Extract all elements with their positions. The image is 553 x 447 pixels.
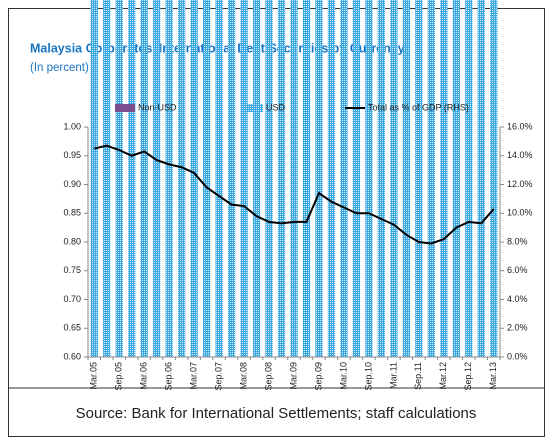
bar: [202, 0, 211, 357]
x-tick-label: Mar.11: [388, 362, 398, 389]
bar: [103, 0, 111, 357]
y2-tick-label: 6.0%: [507, 265, 528, 275]
bar: [128, 0, 136, 357]
y2-tick-label: 8.0%: [507, 236, 528, 246]
bar: [390, 0, 398, 357]
x-tick-label: Mar.12: [438, 362, 448, 390]
x-tick-label: Sep.08: [263, 362, 273, 391]
x-tick-label: Mar.06: [139, 362, 149, 390]
bar: [190, 0, 198, 357]
bar: [240, 0, 248, 357]
bar: [215, 0, 223, 357]
legend-label: Non-USD: [138, 102, 177, 112]
legend-label: USD: [266, 102, 286, 112]
source-note: Source: Bank for International Settlemen…: [76, 405, 477, 422]
x-tick-label: Mar.05: [89, 362, 99, 390]
bar: [227, 0, 236, 357]
bar: [277, 0, 286, 357]
bar: [477, 0, 485, 357]
bar: [490, 0, 498, 357]
bar: [427, 0, 435, 357]
y2-tick-label: 10.0%: [507, 208, 533, 218]
bar: [290, 0, 298, 357]
y2-tick-label: 4.0%: [507, 294, 528, 304]
bar: [377, 0, 386, 357]
x-tick-label: Mar.09: [288, 362, 298, 390]
x-tick-label: Sep.09: [313, 362, 323, 391]
legend-swatch: [115, 104, 135, 112]
bar: [302, 0, 311, 357]
bar: [402, 0, 410, 357]
legend-swatch: [243, 104, 263, 112]
x-tick-label: Sep.06: [164, 362, 174, 391]
bar: [265, 0, 273, 357]
y-tick-label: 0.80: [63, 236, 81, 246]
x-tick-label: Mar.13: [488, 362, 498, 390]
bar: [352, 0, 361, 357]
y-tick-label: 0.90: [63, 179, 81, 189]
bar: [340, 0, 348, 357]
y2-tick-label: 0.0%: [507, 351, 528, 361]
bar: [90, 0, 98, 357]
y2-tick-label: 14.0%: [507, 150, 533, 160]
x-tick-label: Mar.10: [338, 362, 348, 390]
y-tick-label: 0.70: [63, 294, 81, 304]
bar: [452, 0, 460, 357]
x-tick-label: Mar.08: [238, 362, 248, 390]
bar: [153, 0, 161, 357]
x-tick-label: Mar.07: [188, 362, 198, 390]
bar: [465, 0, 473, 357]
y2-tick-label: 16.0%: [507, 121, 533, 131]
bar: [115, 0, 123, 357]
y-tick-label: 1.00: [63, 121, 81, 131]
line: [94, 144, 495, 245]
y-tick-label: 0.75: [63, 265, 81, 275]
x-tick-label: Sep.10: [363, 362, 373, 391]
y-tick-label: 0.60: [63, 351, 81, 361]
bar: [315, 0, 323, 357]
y-tick-label: 0.65: [63, 323, 81, 333]
y-tick-label: 0.85: [63, 208, 81, 218]
bar: [415, 0, 423, 357]
legend-label: Total as % of GDP (RHS): [368, 102, 469, 112]
y2-tick-label: 12.0%: [507, 179, 533, 189]
x-tick-label: Sep.11: [413, 362, 423, 390]
bar: [252, 0, 261, 357]
bar: [440, 0, 448, 357]
y-tick-label: 0.95: [63, 150, 81, 160]
bar: [327, 0, 336, 357]
x-tick-label: Sep.12: [463, 362, 473, 391]
x-tick-label: Sep.05: [114, 362, 124, 391]
x-tick-label: Sep.07: [213, 362, 223, 391]
bar: [140, 0, 148, 357]
y2-tick-label: 2.0%: [507, 323, 528, 333]
chart-subtitle: (In percent): [30, 62, 89, 74]
bar: [178, 0, 186, 357]
bar: [365, 0, 373, 357]
bar: [165, 0, 173, 357]
